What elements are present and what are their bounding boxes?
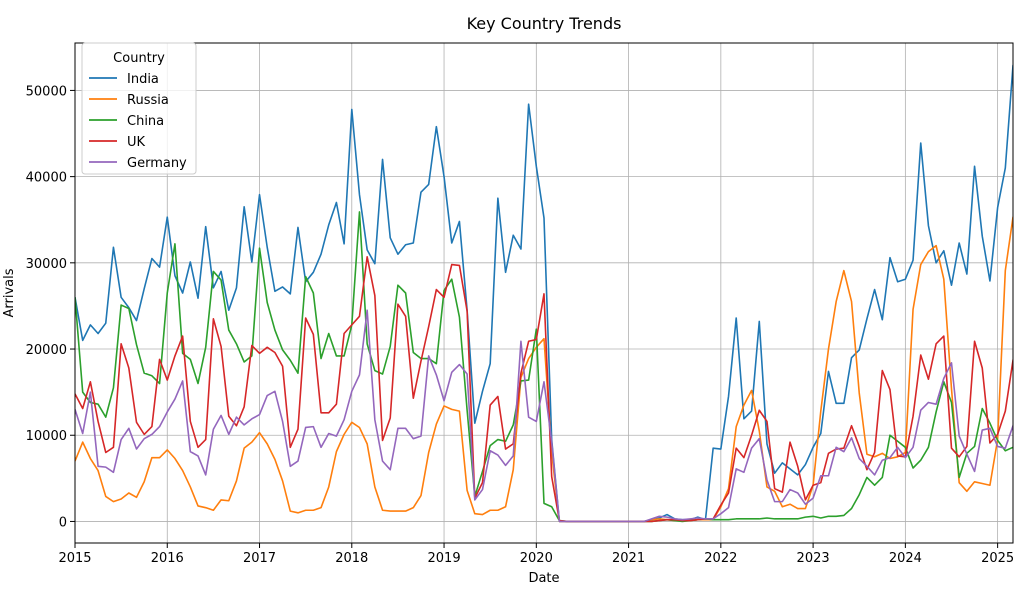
legend-title: Country bbox=[113, 51, 165, 66]
series-lines bbox=[75, 64, 1013, 523]
y-tick-label: 50000 bbox=[26, 84, 67, 99]
series-line-germany bbox=[75, 309, 1013, 523]
x-axis-title: Date bbox=[528, 571, 559, 586]
x-tick-label: 2017 bbox=[243, 551, 276, 566]
legend-label-india: India bbox=[127, 72, 159, 87]
y-tick-label: 10000 bbox=[26, 429, 67, 444]
x-tick-label: 2019 bbox=[428, 551, 461, 566]
legend: Country India Russia China UK Germany bbox=[81, 42, 197, 175]
x-tick-label: 2022 bbox=[704, 551, 737, 566]
x-tick-label: 2020 bbox=[520, 551, 553, 566]
legend-label-china: China bbox=[127, 114, 164, 129]
y-tick-label: 20000 bbox=[26, 343, 67, 358]
x-tick-label: 2024 bbox=[889, 551, 922, 566]
y-tick-label: 0 bbox=[59, 515, 67, 530]
x-tick-label: 2018 bbox=[335, 551, 368, 566]
y-tick-label: 30000 bbox=[26, 257, 67, 272]
plot-frame bbox=[74, 42, 1014, 544]
x-tick-label: 2016 bbox=[151, 551, 184, 566]
series-line-uk bbox=[75, 255, 1013, 523]
legend-label-germany: Germany bbox=[127, 156, 187, 171]
axis-ticks: 2015 2016 2017 2018 2019 2020 2021 2022 2023 2024… bbox=[26, 84, 1015, 566]
legend-items: India Russia China UK Germany bbox=[89, 72, 187, 171]
x-tick-label: 2015 bbox=[58, 551, 91, 566]
legend-label-russia: Russia bbox=[127, 93, 169, 108]
x-tick-label: 2023 bbox=[797, 551, 830, 566]
legend-label-uk: UK bbox=[127, 135, 146, 150]
x-tick-label: 2021 bbox=[612, 551, 645, 566]
y-tick-label: 40000 bbox=[26, 171, 67, 186]
y-axis-title: Arrivals bbox=[2, 268, 17, 317]
x-tick-label: 2025 bbox=[981, 551, 1014, 566]
chart-title: Key Country Trends bbox=[467, 14, 622, 33]
